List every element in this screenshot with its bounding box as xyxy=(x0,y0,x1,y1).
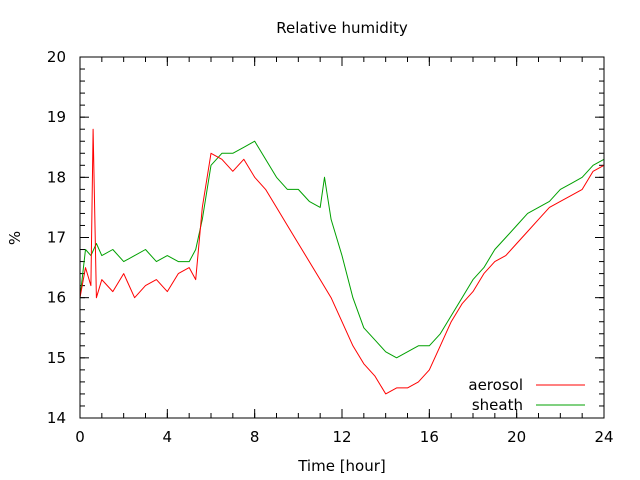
legend: aerosol sheath xyxy=(468,376,585,414)
x-tick-label: 12 xyxy=(332,428,351,446)
legend-label-sheath: sheath xyxy=(472,396,523,414)
series-layer xyxy=(79,128,605,395)
y-tick-label: 16 xyxy=(47,289,66,307)
x-tick-label: 4 xyxy=(163,428,173,446)
x-tick-label: 20 xyxy=(507,428,526,446)
y-tick-label: 14 xyxy=(47,409,66,427)
x-tick-label: 8 xyxy=(250,428,260,446)
x-tick-label: 16 xyxy=(420,428,439,446)
x-axis-label: Time [hour] xyxy=(297,457,386,475)
series-line-sheath xyxy=(79,140,605,359)
plot-frame xyxy=(79,56,605,419)
y-tick-label: 17 xyxy=(47,229,66,247)
x-tick-label: 24 xyxy=(594,428,613,446)
y-tick-label: 20 xyxy=(47,48,66,66)
tick-labels: 0 4 8 12 16 20 24 14 15 16 17 18 19 20 xyxy=(47,48,614,446)
series-line-aerosol xyxy=(79,128,605,395)
y-axis-label: % xyxy=(6,231,24,245)
chart-title: Relative humidity xyxy=(276,19,408,37)
y-tick-label: 18 xyxy=(47,168,66,186)
y-tick-label: 15 xyxy=(47,349,66,367)
y-tick-label: 19 xyxy=(47,108,66,126)
major-ticks xyxy=(79,56,605,419)
minor-ticks xyxy=(79,56,605,419)
legend-label-aerosol: aerosol xyxy=(468,376,523,394)
x-tick-label: 0 xyxy=(75,428,85,446)
